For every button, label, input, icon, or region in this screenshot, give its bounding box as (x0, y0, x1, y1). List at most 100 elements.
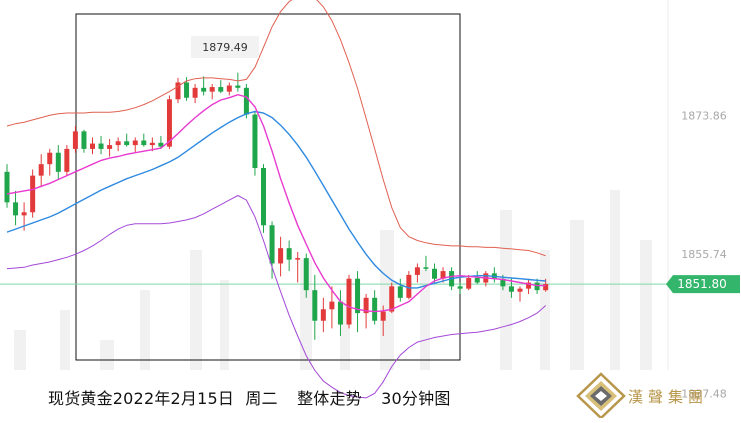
candle-body (508, 286, 514, 292)
candle (372, 290, 378, 325)
candle-body (320, 309, 326, 321)
candle (124, 133, 130, 147)
background-bar (500, 210, 512, 370)
candle (329, 286, 335, 329)
caption-weekday: 周二 (245, 389, 278, 408)
candle-body (226, 85, 232, 92)
candle-body (107, 145, 113, 149)
candle-body (423, 267, 429, 269)
candle (295, 252, 301, 283)
candle (81, 129, 87, 153)
candle-body (124, 141, 130, 146)
candle-body (149, 142, 155, 146)
candle-body (158, 142, 164, 147)
candle-body (90, 143, 95, 149)
candle-body (414, 267, 420, 275)
candle-body (269, 225, 275, 264)
chart-caption: 现货黄金2022年2月15日 周二 整体走势 30分钟图 (48, 385, 457, 409)
candle-body (312, 290, 318, 321)
candle-body (30, 175, 36, 213)
candle-body (115, 141, 121, 146)
candle (346, 274, 352, 329)
background-bar (140, 290, 150, 370)
candle-body (517, 288, 523, 292)
candle (218, 80, 224, 94)
candle (466, 274, 472, 291)
candle-body (209, 87, 215, 92)
candle-body (261, 168, 266, 226)
candle (158, 135, 164, 149)
candle (226, 82, 232, 96)
candle (269, 221, 275, 279)
candle-body (47, 152, 53, 165)
candle-body (235, 85, 241, 88)
brand-logo: 漢聲集團 (576, 372, 736, 420)
candle-body (184, 82, 190, 98)
candle (98, 135, 104, 155)
candle-body (55, 152, 61, 172)
background-bar (340, 300, 350, 370)
candle-body (38, 164, 44, 176)
candle (38, 154, 44, 188)
candle (252, 110, 258, 176)
candle (132, 137, 138, 153)
background-bar (300, 260, 312, 370)
candle-body (346, 278, 352, 325)
candle (406, 271, 412, 300)
candle-body (457, 286, 463, 289)
candle-body (132, 140, 138, 146)
candle (47, 148, 53, 176)
candle (414, 263, 420, 283)
candle (201, 76, 207, 96)
candle (243, 84, 249, 119)
caption-title: 现货黄金2022年2月15日 (48, 389, 235, 408)
candle (457, 282, 463, 294)
candle-body (64, 148, 70, 172)
candle-body (141, 140, 147, 146)
candle (312, 274, 318, 340)
candle-body (192, 87, 198, 98)
candle (141, 133, 147, 147)
candle-body (406, 274, 412, 298)
candle (30, 169, 36, 218)
candle-body (329, 301, 335, 310)
background-bar (420, 270, 430, 370)
candle (209, 84, 215, 100)
candle-body (243, 87, 249, 115)
candle-body (372, 297, 378, 321)
candle-body (500, 278, 506, 287)
candle (355, 271, 361, 333)
highlight-box (75, 13, 461, 361)
candle-body (166, 99, 172, 147)
candle-body (21, 212, 27, 216)
background-bar (610, 190, 620, 370)
background-bar (100, 340, 114, 370)
background-bar (60, 310, 70, 370)
candle (432, 263, 437, 283)
background-bar (570, 220, 584, 370)
price-tick-label: 1873.86 (681, 110, 727, 123)
candle (278, 236, 284, 277)
candle-body (534, 282, 540, 291)
candle-body (175, 82, 181, 100)
candle (534, 278, 540, 294)
candle (337, 290, 343, 336)
candle (389, 282, 395, 314)
candle (4, 164, 10, 208)
price-tick-label: 1837.48 (681, 387, 727, 400)
last-price-tag: 1851.80 (666, 275, 740, 294)
last-price-box (666, 275, 740, 294)
candle-body (543, 284, 549, 291)
candle-body (526, 282, 532, 289)
logo-text: 漢聲集團 (628, 388, 709, 406)
candle (397, 278, 403, 302)
background-bars (14, 190, 652, 370)
candle (235, 72, 241, 92)
candle (526, 278, 532, 294)
peak-label: 1879.49 (191, 36, 259, 58)
candle (64, 145, 70, 176)
candle-body (98, 143, 104, 149)
price-tick-label: 1855.74 (681, 248, 727, 261)
candle-body (337, 301, 343, 325)
